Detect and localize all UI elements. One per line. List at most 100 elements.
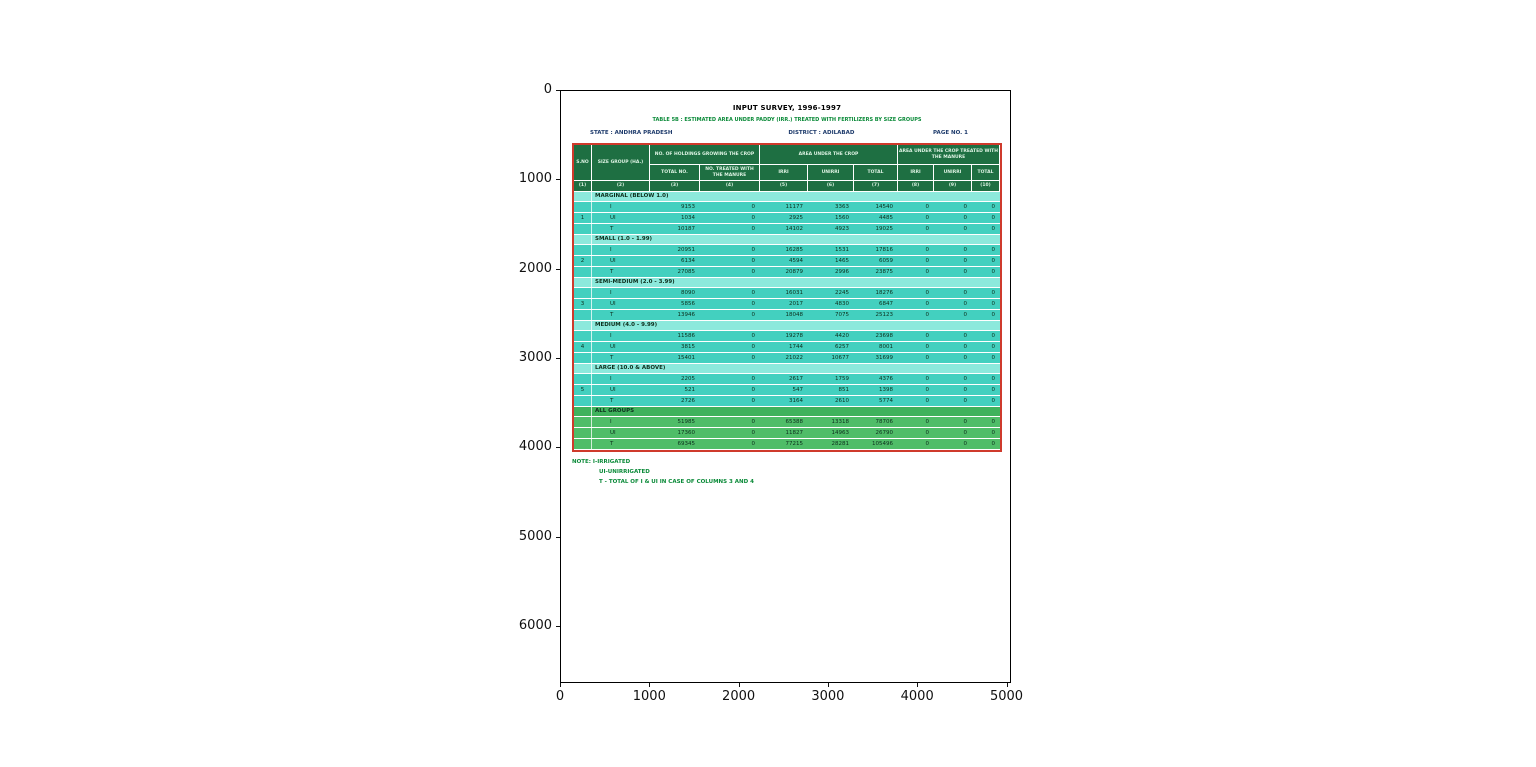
y-tick-mark — [556, 179, 560, 181]
row-type-label: UI — [610, 215, 616, 221]
group-label-row: MEDIUM (4.0 - 9.99) — [574, 321, 1000, 331]
scanned-document: INPUT SURVEY, 1996-1997 TABLE 5B : ESTIM… — [572, 91, 1002, 487]
table-row: 5 UI 521 0 547 851 1398 0 0 0 — [574, 385, 1000, 396]
x-tick-label: 3000 — [811, 689, 845, 704]
value-cell: 0 — [925, 204, 930, 210]
y-tick-mark — [556, 625, 560, 627]
group-label: MARGINAL (BELOW 1.0) — [595, 193, 669, 199]
value-cell: 6257 — [835, 344, 849, 350]
header-area-group: AREA UNDER THE CROP — [760, 145, 898, 165]
row-type-label: UI — [610, 301, 616, 307]
value-cell: 0 — [751, 226, 756, 232]
value-cell: 10187 — [677, 226, 696, 232]
x-tick-label: 1000 — [632, 689, 666, 704]
value-cell: 17816 — [875, 247, 894, 253]
value-cell: 0 — [991, 312, 996, 318]
group-label-row: SMALL (1.0 - 1.99) — [574, 235, 1000, 245]
size-group-section: MEDIUM (4.0 - 9.99) I 11586 0 19278 4420 23698… — [574, 321, 1000, 364]
sno-cell — [574, 310, 592, 320]
value-cell: 0 — [925, 344, 930, 350]
value-cell: 6134 — [681, 258, 695, 264]
y-tick-label: 3000 — [518, 349, 552, 365]
value-cell: 0 — [925, 312, 930, 318]
row-type-label: I — [610, 290, 612, 296]
sno-cell — [574, 417, 592, 427]
value-cell: 0 — [991, 355, 996, 361]
value-cell: 11827 — [785, 430, 804, 436]
table-row: I 11586 0 19278 4420 23698 0 0 0 — [574, 331, 1000, 342]
table-row: I 9153 0 11177 3363 14540 0 0 0 — [574, 202, 1000, 213]
value-cell: 13318 — [831, 419, 850, 425]
y-tick-mark — [556, 357, 560, 359]
value-cell: 2205 — [681, 376, 695, 382]
y-tick-mark — [556, 268, 560, 270]
table-header: S.NO SIZE GROUP (HA.) NO. OF HOLDINGS GR… — [574, 145, 1000, 192]
value-cell: 16031 — [785, 290, 804, 296]
district-label: DISTRICT : ADILABAD — [788, 130, 855, 136]
value-cell: 1744 — [789, 344, 803, 350]
value-cell: 5774 — [879, 398, 893, 404]
value-cell: 0 — [925, 441, 930, 447]
value-cell: 77215 — [785, 441, 804, 447]
value-cell: 0 — [751, 301, 756, 307]
value-cell: 0 — [751, 419, 756, 425]
sno-cell — [574, 439, 592, 449]
value-cell: 0 — [963, 419, 968, 425]
group-label: SMALL (1.0 - 1.99) — [595, 236, 653, 242]
header-sno: S.NO — [574, 145, 592, 181]
col-number-9: (9) — [934, 181, 972, 192]
document-title: INPUT SURVEY, 1996-1997 — [732, 104, 842, 112]
group-sno-cell — [574, 278, 592, 287]
row-type-label: T — [610, 226, 614, 232]
col-number-4: (4) — [700, 181, 760, 192]
note-irrigated: NOTE: I-IRRIGATED — [572, 459, 631, 465]
size-group-section: MARGINAL (BELOW 1.0) I 9153 0 11177 3363 14540… — [574, 192, 1000, 235]
value-cell: 8001 — [879, 344, 893, 350]
value-cell: 0 — [925, 387, 930, 393]
value-cell: 28281 — [831, 441, 850, 447]
row-type-label: UI — [610, 258, 616, 264]
col-number-1: (1) — [574, 181, 592, 192]
col-number-8: (8) — [898, 181, 934, 192]
value-cell: 13946 — [677, 312, 696, 318]
value-cell: 16285 — [785, 247, 804, 253]
value-cell: 4485 — [879, 215, 893, 221]
sno-cell: 2 — [574, 256, 592, 266]
note-unirrigated: UI-UNIRRIGATED — [599, 469, 650, 475]
y-tick-label: 2000 — [518, 260, 552, 276]
x-tick-label: 5000 — [989, 689, 1024, 704]
value-cell: 0 — [991, 398, 996, 404]
table-row: T 69345 0 77215 28281 105496 0 0 0 — [574, 439, 1000, 450]
x-tick-label: 0 — [555, 689, 565, 704]
row-type-label: I — [610, 376, 612, 382]
sno-cell: 5 — [574, 385, 592, 395]
value-cell: 0 — [963, 398, 968, 404]
value-cell: 0 — [991, 247, 996, 253]
sno-cell: 1 — [574, 213, 592, 223]
value-cell: 0 — [925, 355, 930, 361]
table-row: I 2205 0 2617 1759 4376 0 0 0 — [574, 374, 1000, 385]
value-cell: 0 — [751, 441, 756, 447]
table-row: I 8090 0 16031 2245 18276 0 0 0 — [574, 288, 1000, 299]
meta-line: STATE : ANDHRA PRADESH DISTRICT : ADILAB… — [572, 130, 1002, 138]
value-cell: 0 — [751, 247, 756, 253]
value-cell: 0 — [991, 430, 996, 436]
state-label: STATE : ANDHRA PRADESH — [590, 130, 673, 136]
group-sno-cell — [574, 407, 592, 416]
row-type-label: T — [610, 355, 614, 361]
value-cell: 0 — [925, 430, 930, 436]
x-tick-mark — [649, 683, 651, 687]
value-cell: 26790 — [875, 430, 894, 436]
row-type-label: T — [610, 269, 614, 275]
value-cell: 1465 — [835, 258, 849, 264]
col-number-6: (6) — [808, 181, 854, 192]
value-cell: 0 — [991, 387, 996, 393]
value-cell: 21022 — [785, 355, 804, 361]
x-tick-mark — [738, 683, 740, 687]
value-cell: 6847 — [879, 301, 893, 307]
value-cell: 0 — [963, 301, 968, 307]
note-total: T - TOTAL OF I & UI IN CASE OF COLUMNS 3… — [599, 479, 754, 485]
col-number-7: (7) — [854, 181, 898, 192]
value-cell: 0 — [751, 290, 756, 296]
header-size-group: SIZE GROUP (HA.) — [592, 145, 650, 181]
